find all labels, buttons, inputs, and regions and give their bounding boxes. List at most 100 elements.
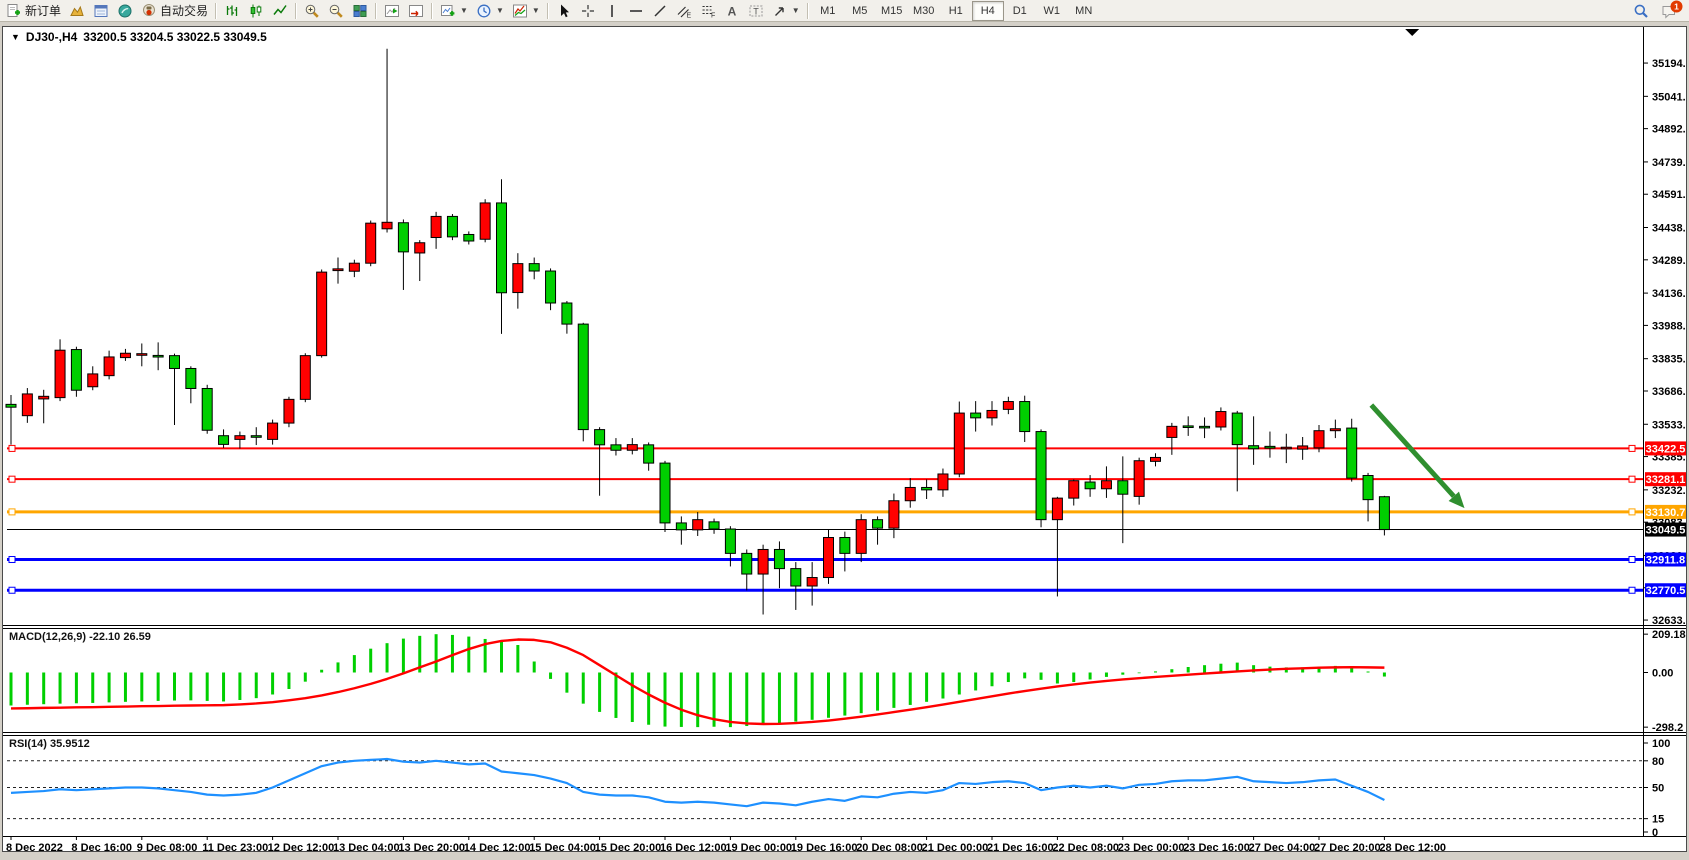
- line-chart-icon: [273, 4, 287, 15]
- indicators-button[interactable]: ▼: [508, 0, 544, 22]
- zoom-in-icon: [305, 4, 319, 18]
- navigator-button[interactable]: [113, 0, 137, 22]
- candle: [692, 519, 704, 531]
- candle: [234, 435, 246, 440]
- chevron-down-icon[interactable]: ▼: [531, 6, 540, 15]
- time-tick-label: 27 Dec 20:00: [1314, 842, 1381, 851]
- line-handle: [8, 586, 16, 594]
- candle: [496, 202, 507, 294]
- timeframe-M15-button[interactable]: M15: [881, 4, 903, 17]
- timeframe-M5-button[interactable]: M5: [852, 4, 868, 17]
- horizontal-line-button[interactable]: [624, 0, 648, 22]
- toolbar-separator: [215, 2, 218, 19]
- timeframe-M30-button[interactable]: M30: [913, 4, 935, 17]
- timeframe-D1-button[interactable]: D1: [1012, 4, 1027, 17]
- profiles-button[interactable]: [65, 0, 89, 22]
- arrows-button[interactable]: ▼: [768, 0, 804, 22]
- market-watch-button[interactable]: [89, 0, 113, 22]
- collapse-icon[interactable]: ▼: [11, 32, 20, 42]
- auto-scroll-button[interactable]: [404, 0, 428, 22]
- rsi-levels: 100 80 50 150: [7, 738, 1670, 839]
- arrows-icon: [774, 6, 784, 16]
- equidistant-channel-button[interactable]: E: [672, 0, 696, 22]
- price-axis: 35194.0 35041.0 34892.5 34739.5 34591.0 34438…: [1643, 58, 1689, 627]
- support-line-blue-2[interactable]: [7, 586, 1643, 594]
- timeframe-MN-button[interactable]: MN: [1075, 4, 1093, 17]
- time-tick-label: 28 Dec 12:00: [1379, 842, 1446, 851]
- candle: [5, 403, 17, 408]
- autotrading-button[interactable]: 自动交易: [137, 0, 212, 22]
- chevron-down-icon[interactable]: ▼: [460, 6, 468, 15]
- chart-shift-marker[interactable]: [1405, 29, 1420, 36]
- support-line-orange[interactable]: [7, 508, 1643, 516]
- candle: [921, 486, 933, 491]
- chart-header[interactable]: ▼ DJ30-,H4 33200.5 33204.5 33022.5 33049…: [11, 30, 267, 44]
- price-tick-label: 32633.5: [1652, 615, 1686, 627]
- chevron-down-icon[interactable]: ▼: [495, 6, 504, 15]
- timeframe-H1-button[interactable]: H1: [948, 4, 963, 17]
- new-order-button[interactable]: 新订单: [2, 0, 65, 22]
- zoom-out-icon: [329, 4, 343, 18]
- chevron-down-icon[interactable]: ▼: [791, 6, 800, 15]
- periods-button[interactable]: ▼: [472, 0, 508, 22]
- search-button[interactable]: [1629, 0, 1653, 22]
- candle: [1002, 401, 1014, 410]
- line-handle: [1628, 508, 1636, 516]
- macd-tick-label: 209.18: [1652, 629, 1686, 641]
- line-chart-button[interactable]: [268, 0, 292, 22]
- arrow-annotation[interactable]: [1369, 403, 1465, 509]
- timeframe-H4-button[interactable]: H4: [971, 0, 1004, 21]
- candle: [381, 221, 393, 230]
- chart-shift-button[interactable]: [380, 0, 404, 22]
- bar-chart-button[interactable]: [220, 0, 244, 22]
- timeframe-M1-button[interactable]: M1: [820, 4, 836, 17]
- time-tick-label: 21 Dec 00:00: [922, 842, 989, 851]
- autotrading-icon: [143, 3, 156, 16]
- crosshair-button[interactable]: [576, 0, 600, 22]
- fibonacci-button[interactable]: F: [696, 0, 720, 22]
- candle: [169, 355, 180, 369]
- candle: [937, 473, 949, 491]
- zoom-out-button[interactable]: [324, 0, 348, 22]
- candle: [643, 444, 655, 464]
- candlestick-chart-button[interactable]: [244, 0, 268, 22]
- candle: [1346, 427, 1358, 479]
- tile-windows-button[interactable]: [348, 0, 372, 22]
- notifications-button[interactable]: 1: [1657, 0, 1683, 22]
- time-tick-label: 23 Dec 00:00: [1118, 842, 1185, 851]
- zoom-in-button[interactable]: [300, 0, 324, 22]
- resistance-line-1[interactable]: [7, 444, 1643, 452]
- navigator-icon: [118, 4, 132, 17]
- candle: [872, 519, 884, 529]
- resistance-line-2[interactable]: [7, 475, 1643, 483]
- trendline-button[interactable]: [648, 0, 672, 22]
- time-tick-label: 16 Dec 12:00: [660, 842, 727, 851]
- new-order-icon: [7, 3, 20, 17]
- candle: [1051, 497, 1063, 521]
- candle: [316, 271, 328, 357]
- candle: [1231, 412, 1243, 446]
- cursor-button[interactable]: [552, 0, 576, 22]
- line-price-badge: 32770.5: [1645, 583, 1686, 598]
- candle: [1313, 430, 1325, 449]
- candle: [888, 500, 900, 529]
- chart-canvas[interactable]: 35194.0 35041.0 34892.5 34739.5 34591.0 34438…: [3, 27, 1689, 854]
- price-tick-label: 33835.0: [1652, 354, 1686, 366]
- timeframe-W1-button[interactable]: W1: [1043, 4, 1060, 17]
- candle: [790, 568, 802, 587]
- auto-scroll-icon: [409, 4, 424, 17]
- text-label-button[interactable]: T: [744, 0, 768, 22]
- text-button[interactable]: A: [720, 0, 744, 22]
- price-tick-label: 34892.5: [1652, 124, 1686, 136]
- vertical-line-button[interactable]: [600, 0, 624, 22]
- pane-splitters[interactable]: [3, 625, 1686, 736]
- line-handle: [8, 508, 16, 516]
- rsi-tick-label: 50: [1652, 783, 1664, 795]
- new-chart-button[interactable]: ▼: [436, 0, 472, 22]
- svg-text:33049.5: 33049.5: [1646, 525, 1686, 537]
- candle: [806, 577, 818, 587]
- line-handle: [8, 475, 16, 483]
- candle: [1117, 480, 1129, 495]
- candle: [332, 268, 344, 272]
- time-tick-label: 14 Dec 12:00: [464, 842, 531, 851]
